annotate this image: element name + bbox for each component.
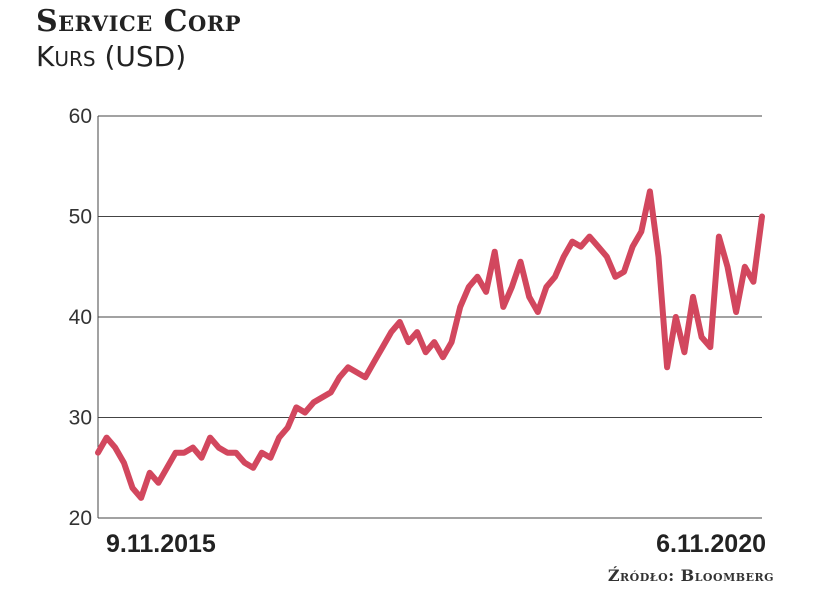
y-axis-ticks: 20 30 40 50 60 — [69, 105, 92, 530]
y-tick-label: 20 — [69, 507, 92, 530]
y-tick-label: 40 — [69, 306, 92, 329]
y-tick-label: 60 — [69, 105, 92, 128]
chart-subtitle: Kurs (USD) — [36, 40, 187, 73]
chart-title: Service Corp — [36, 4, 242, 39]
y-tick-label: 30 — [69, 407, 92, 430]
x-tick-label: 9.11.2015 — [106, 530, 216, 558]
y-tick-label: 50 — [69, 206, 92, 229]
x-tick-label: 6.11.2020 — [656, 530, 766, 558]
source-note: Źródło: Bloomberg — [607, 566, 774, 585]
x-axis-ticks: 9.11.2015 6.11.2020 — [106, 530, 766, 558]
series-line-service-corp — [95, 188, 765, 501]
